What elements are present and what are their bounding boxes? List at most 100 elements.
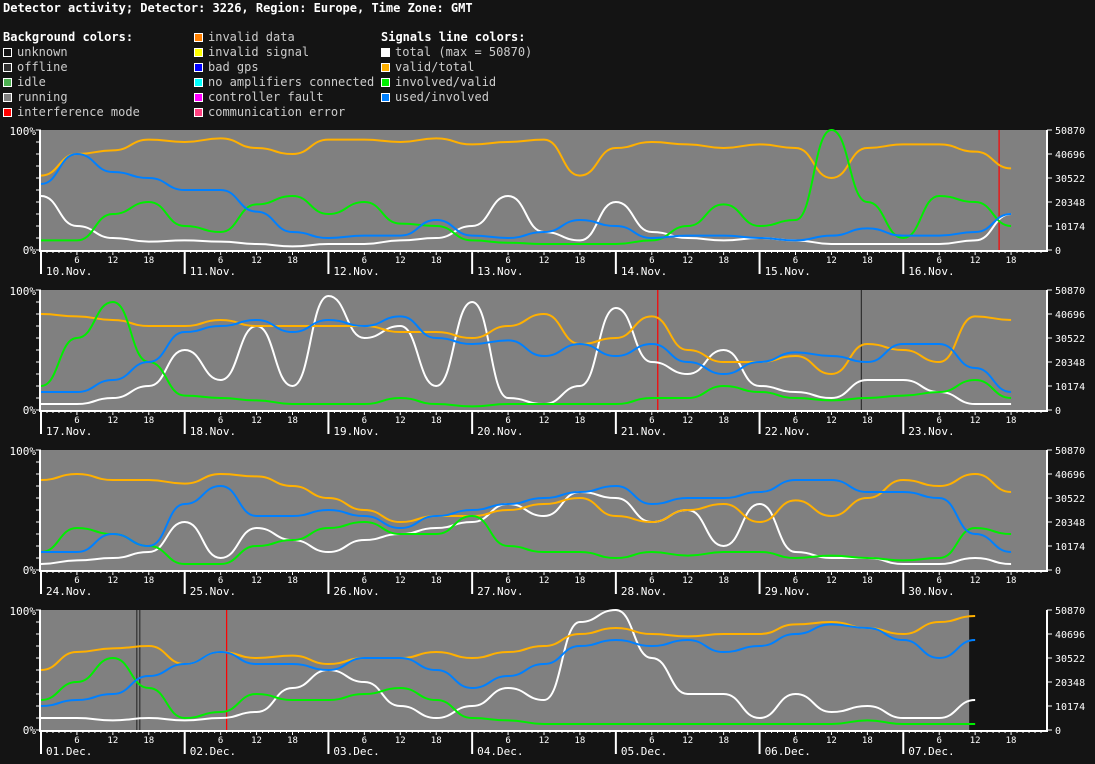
day-label: 23.Nov.: [908, 425, 954, 438]
series-line: [40, 294, 1012, 406]
legend-swatch: [381, 63, 390, 72]
series-line: [41, 608, 976, 722]
legend-label: no amplifiers connected: [208, 75, 375, 89]
legend-swatch: [3, 93, 12, 102]
legend-swatch: [3, 108, 12, 117]
y-right-tick-label: 20348: [1055, 198, 1085, 209]
x-tick-label: 12: [251, 736, 262, 746]
day-label: 14.Nov.: [621, 265, 667, 278]
x-tick-label: 18: [287, 736, 298, 746]
day-label: 13.Nov.: [477, 265, 523, 278]
series-line: [41, 128, 1012, 245]
panel: 50870406963052220348101740100%0%17.Nov.6…: [10, 285, 1086, 438]
x-tick-label: 18: [862, 256, 873, 266]
y-right-tick-label: 30522: [1055, 654, 1085, 665]
legend-item: invalid signal: [194, 45, 374, 60]
legend-swatch: [3, 78, 12, 87]
legend-swatch: [381, 48, 390, 57]
legend-item: no amplifiers connected: [194, 75, 374, 90]
x-tick-label: 18: [718, 576, 729, 586]
x-tick-label: 6: [362, 416, 367, 426]
x-tick-label: 18: [143, 256, 154, 266]
x-tick-label: 12: [539, 576, 550, 586]
x-tick-label: 18: [718, 416, 729, 426]
y-right-tick-label: 30522: [1055, 494, 1085, 505]
x-tick-label: 6: [793, 416, 798, 426]
series-line: [40, 490, 1012, 565]
panel: 50870406963052220348101740100%0%10.Nov.6…: [10, 125, 1086, 278]
y-right-tick-label: 10174: [1055, 222, 1085, 233]
x-tick-label: 12: [107, 736, 118, 746]
day-label: 19.Nov.: [333, 425, 379, 438]
legend-item: communication error: [194, 105, 374, 120]
x-tick-label: 18: [862, 736, 873, 746]
legend-swatch: [3, 48, 12, 57]
x-tick-label: 18: [1006, 736, 1017, 746]
x-tick-label: 6: [793, 576, 798, 586]
panel: 50870406963052220348101740100%0%01.Dec.6…: [10, 605, 1086, 758]
legend-swatch: [3, 63, 12, 72]
x-tick-label: 18: [287, 256, 298, 266]
y-right-tick-label: 20348: [1055, 358, 1085, 369]
series-line: [40, 472, 1012, 524]
series-line: [40, 152, 1012, 242]
series-line: [41, 479, 1012, 553]
day-label: 26.Nov.: [333, 585, 379, 598]
series-line: [40, 514, 1012, 565]
y-right-tick-label: 20348: [1055, 678, 1085, 689]
legend-item: total (max = 50870): [381, 45, 532, 60]
x-tick-label: 18: [431, 416, 442, 426]
y-right-tick-label: 40696: [1055, 310, 1085, 321]
series-line: [40, 300, 1012, 408]
x-tick-label: 12: [970, 576, 981, 586]
x-tick-label: 6: [793, 736, 798, 746]
y-right-tick-label: 10174: [1055, 702, 1085, 713]
x-tick-label: 18: [1006, 256, 1017, 266]
legend-label: invalid signal: [208, 45, 310, 59]
x-tick-label: 18: [1006, 416, 1017, 426]
legend-swatch: [194, 108, 203, 117]
x-tick-label: 12: [826, 736, 837, 746]
x-tick-label: 18: [1006, 576, 1017, 586]
legend-item: idle: [3, 75, 140, 90]
x-tick-label: 6: [505, 416, 510, 426]
x-tick-label: 18: [431, 736, 442, 746]
series-line: [40, 656, 976, 725]
legend-item: unknown: [3, 45, 140, 60]
x-tick-label: 6: [649, 416, 654, 426]
x-tick-label: 12: [107, 256, 118, 266]
x-tick-label: 12: [395, 736, 406, 746]
series-line: [41, 315, 1012, 393]
x-tick-label: 18: [718, 256, 729, 266]
day-label: 03.Dec.: [333, 745, 379, 758]
x-tick-label: 6: [218, 576, 223, 586]
x-tick-label: 6: [937, 576, 942, 586]
legend-swatch: [194, 78, 203, 87]
x-tick-label: 12: [826, 416, 837, 426]
x-tick-label: 18: [287, 416, 298, 426]
legend-label: total (max = 50870): [395, 45, 533, 59]
y-left-tick-label: 0%: [23, 244, 37, 257]
x-tick-label: 18: [143, 736, 154, 746]
y-right-tick-label: 10174: [1055, 542, 1085, 553]
x-tick-label: 6: [649, 576, 654, 586]
x-tick-label: 12: [682, 576, 693, 586]
x-tick-label: 12: [970, 736, 981, 746]
day-label: 16.Nov.: [908, 265, 954, 278]
y-right-tick-label: 40696: [1055, 630, 1085, 641]
day-label: 04.Dec.: [477, 745, 523, 758]
x-tick-label: 12: [395, 256, 406, 266]
x-tick-label: 18: [287, 576, 298, 586]
x-tick-label: 6: [937, 736, 942, 746]
y-right-tick-label: 50870: [1055, 606, 1085, 617]
x-tick-label: 12: [826, 576, 837, 586]
series-line: [40, 194, 1012, 248]
x-tick-label: 6: [362, 736, 367, 746]
x-tick-label: 12: [539, 736, 550, 746]
series-line: [40, 312, 1012, 376]
y-right-tick-label: 30522: [1055, 334, 1085, 345]
x-tick-label: 12: [539, 416, 550, 426]
legend-label: used/involved: [395, 90, 489, 104]
day-label: 22.Nov.: [765, 425, 811, 438]
